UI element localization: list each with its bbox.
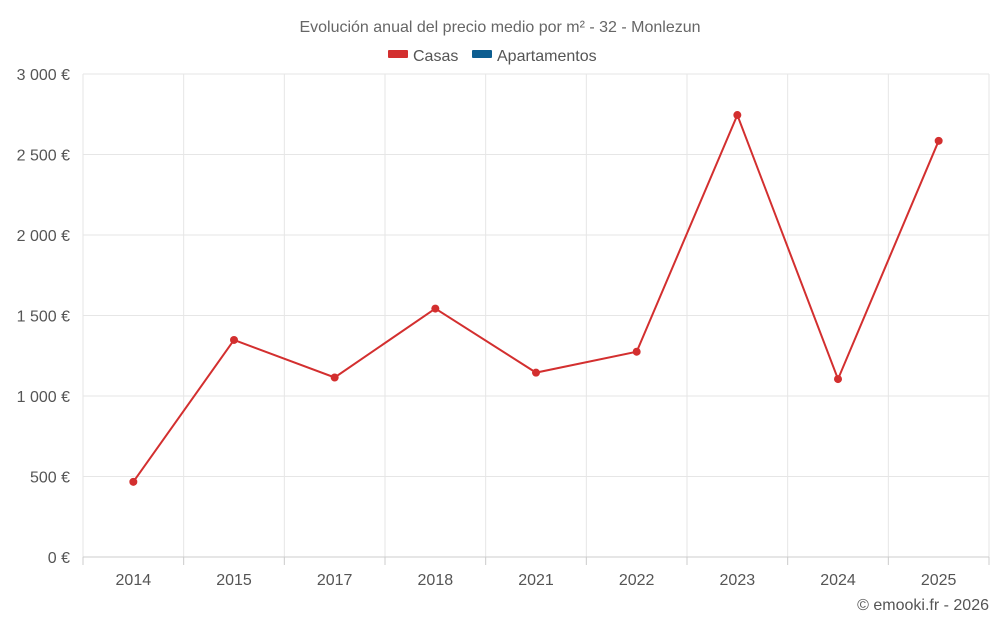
- data-point[interactable]: [129, 477, 138, 486]
- y-tick-label: 3 000 €: [17, 67, 70, 84]
- legend-swatch-casas: [388, 50, 408, 58]
- x-axis: 2014 2015 2017 2018 2021 2022 2023 2024 2025: [82, 556, 990, 589]
- legend-swatch-apartamentos: [472, 50, 492, 58]
- data-point[interactable]: [632, 347, 641, 356]
- series-line-casas: [132, 112, 940, 483]
- data-point[interactable]: [532, 368, 540, 377]
- data-point[interactable]: [431, 304, 440, 313]
- series-casas: [129, 111, 943, 486]
- legend-label-casas[interactable]: Casas: [413, 48, 458, 65]
- x-tick-label: 2017: [317, 572, 353, 589]
- x-tick-label: 2021: [518, 572, 554, 589]
- x-tick-label: 2023: [720, 572, 756, 589]
- grid: [82, 73, 990, 557]
- legend-label-apartamentos[interactable]: Apartamentos: [497, 48, 597, 65]
- y-axis: 0 € 500 € 1 000 € 1 500 € 2 000 € 2 500 € 3 00…: [17, 67, 70, 567]
- y-tick-label: 2 000 €: [17, 228, 70, 245]
- x-tick-label: 2024: [820, 572, 856, 589]
- chart-title: Evolución anual del precio medio por m² …: [299, 19, 700, 36]
- x-tick-label: 2022: [619, 572, 655, 589]
- data-point[interactable]: [733, 111, 742, 120]
- credit-text: © emooki.fr - 2026: [857, 597, 989, 614]
- x-tick-label: 2025: [921, 572, 957, 589]
- x-tick-label: 2014: [116, 572, 152, 589]
- x-tick-label: 2018: [418, 572, 454, 589]
- data-point[interactable]: [230, 335, 238, 344]
- legend: Casas Apartamentos: [388, 48, 597, 65]
- y-tick-label: 2 500 €: [17, 148, 70, 165]
- y-tick-label: 0 €: [48, 550, 70, 567]
- y-tick-label: 1 500 €: [17, 309, 70, 326]
- data-point[interactable]: [934, 136, 943, 145]
- data-point[interactable]: [330, 373, 339, 382]
- y-tick-label: 500 €: [30, 470, 70, 487]
- data-point[interactable]: [834, 375, 842, 384]
- x-tick-label: 2015: [216, 572, 252, 589]
- y-tick-label: 1 000 €: [17, 389, 70, 406]
